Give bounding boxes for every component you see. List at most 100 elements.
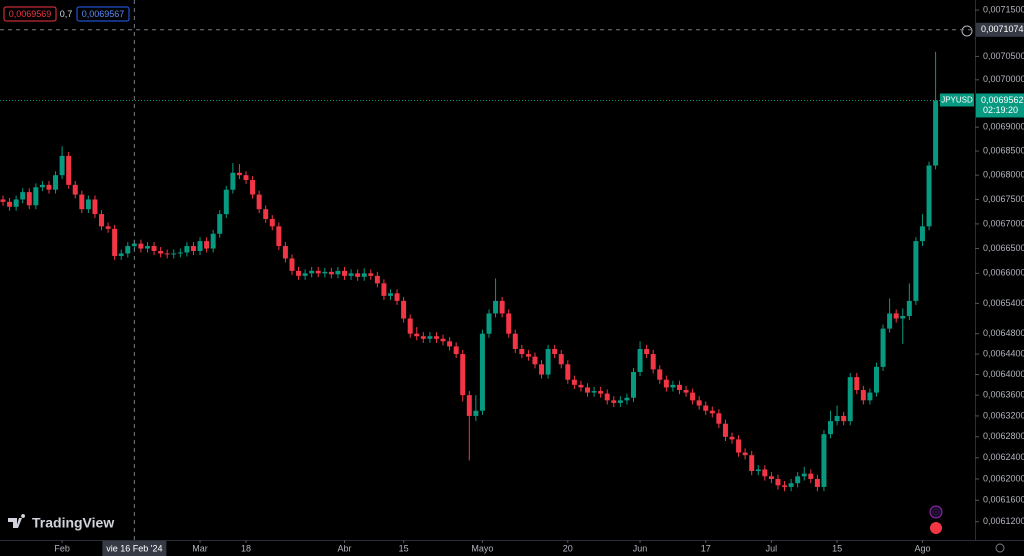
candle-body bbox=[644, 348, 650, 355]
candle-body bbox=[880, 328, 886, 367]
candle-body bbox=[893, 313, 899, 319]
candle-body bbox=[814, 478, 820, 487]
candle-body bbox=[919, 226, 925, 242]
candle-body bbox=[282, 246, 288, 259]
candle-body bbox=[355, 273, 361, 277]
candle-body bbox=[604, 393, 610, 401]
x-tick-label: 17 bbox=[701, 543, 711, 553]
candle-body bbox=[591, 391, 597, 393]
candle-body bbox=[322, 271, 328, 274]
candle-body bbox=[184, 246, 190, 253]
candle-body bbox=[486, 313, 492, 334]
candle-body bbox=[755, 469, 761, 472]
y-tick-label: 0,0062800 bbox=[983, 431, 1024, 441]
candle-body bbox=[171, 253, 177, 255]
y-tick-label: 0,0066500 bbox=[983, 243, 1024, 253]
candle-body bbox=[138, 243, 144, 249]
x-tick-label: Mayo bbox=[471, 543, 493, 553]
candle-body bbox=[368, 273, 374, 276]
candle-body bbox=[703, 405, 709, 411]
candle-body bbox=[447, 341, 453, 347]
candle-body bbox=[709, 410, 715, 414]
candle-body bbox=[59, 155, 65, 176]
candle-body bbox=[828, 421, 834, 435]
candle-body bbox=[493, 300, 499, 314]
candle-body bbox=[177, 252, 183, 254]
candle-body bbox=[742, 452, 748, 456]
y-tick-label: 0,0064000 bbox=[983, 369, 1024, 379]
candle-body bbox=[506, 313, 512, 334]
candle-body bbox=[663, 379, 669, 388]
candle-body bbox=[775, 478, 781, 486]
price-tag bbox=[976, 93, 1024, 118]
add-icon[interactable] bbox=[961, 25, 973, 37]
y-tick-label: 0,0070000 bbox=[983, 74, 1024, 84]
candle-body bbox=[834, 415, 840, 422]
candle-body bbox=[39, 184, 45, 188]
candle-body bbox=[276, 226, 282, 247]
candle-body bbox=[729, 436, 735, 440]
candle-body bbox=[53, 175, 59, 190]
candle-body bbox=[900, 315, 906, 319]
flag-icon[interactable] bbox=[930, 522, 942, 534]
candle-body bbox=[841, 415, 847, 422]
candle-body bbox=[420, 336, 426, 339]
candle-body bbox=[657, 369, 663, 380]
candle-body bbox=[20, 192, 26, 200]
logo-mark bbox=[8, 514, 26, 528]
candle-body bbox=[381, 283, 387, 296]
candle-body bbox=[296, 270, 302, 276]
candle-body bbox=[79, 194, 85, 210]
candle-body bbox=[361, 273, 367, 277]
candle-body bbox=[499, 300, 505, 314]
y-tick-label: 0,0067000 bbox=[983, 218, 1024, 228]
y-tick-label: 0,0068000 bbox=[983, 170, 1024, 180]
legend: 0,0069569 0,7 0,0069567 bbox=[3, 6, 130, 22]
candle-body bbox=[479, 333, 485, 411]
candle-body bbox=[460, 354, 466, 396]
y-tick-label: 0,0071500 bbox=[983, 4, 1024, 14]
legend-high: 0,0069567 bbox=[82, 9, 125, 19]
candle-body bbox=[808, 473, 814, 479]
x-tick-label: 20 bbox=[563, 543, 573, 553]
lightning-icon[interactable] bbox=[929, 505, 943, 519]
x-tick-label: Mar bbox=[192, 543, 208, 553]
candle-body bbox=[99, 214, 105, 227]
y-tick-label: 0,0069000 bbox=[983, 122, 1024, 132]
candle-body bbox=[624, 397, 630, 401]
candle-body bbox=[197, 241, 203, 252]
y-tick-label: 0,0063200 bbox=[983, 410, 1024, 420]
candle-body bbox=[670, 384, 676, 388]
candle-body bbox=[532, 356, 538, 365]
candle-body bbox=[269, 218, 275, 227]
candle-body bbox=[795, 476, 801, 484]
candle-body bbox=[630, 371, 636, 398]
candle-body bbox=[525, 354, 531, 357]
candle-body bbox=[105, 226, 111, 229]
legend-low: 0,0069569 bbox=[9, 9, 52, 19]
y-tick-label: 0,0061600 bbox=[983, 495, 1024, 505]
candle-body bbox=[394, 293, 400, 301]
candle-body bbox=[611, 400, 617, 403]
candle-body bbox=[401, 300, 407, 319]
candle-body bbox=[867, 392, 873, 401]
candle-body bbox=[637, 348, 643, 372]
candle-body bbox=[328, 271, 334, 275]
crosshair-y-tag bbox=[976, 22, 1024, 37]
candle-body bbox=[0, 199, 6, 202]
candle-body bbox=[85, 199, 91, 210]
candle-body bbox=[131, 243, 137, 247]
candle-body bbox=[204, 241, 210, 249]
candle-body bbox=[112, 228, 118, 256]
x-tick-label: Feb bbox=[54, 543, 70, 553]
y-tick-label: 0,0061200 bbox=[983, 516, 1024, 526]
candle-body bbox=[821, 434, 827, 487]
settings-icon[interactable] bbox=[995, 543, 1005, 553]
legend-box bbox=[3, 6, 57, 22]
candle-body bbox=[676, 384, 682, 391]
candle-body bbox=[847, 377, 853, 422]
candle-body bbox=[801, 473, 807, 477]
icons bbox=[929, 25, 1005, 553]
